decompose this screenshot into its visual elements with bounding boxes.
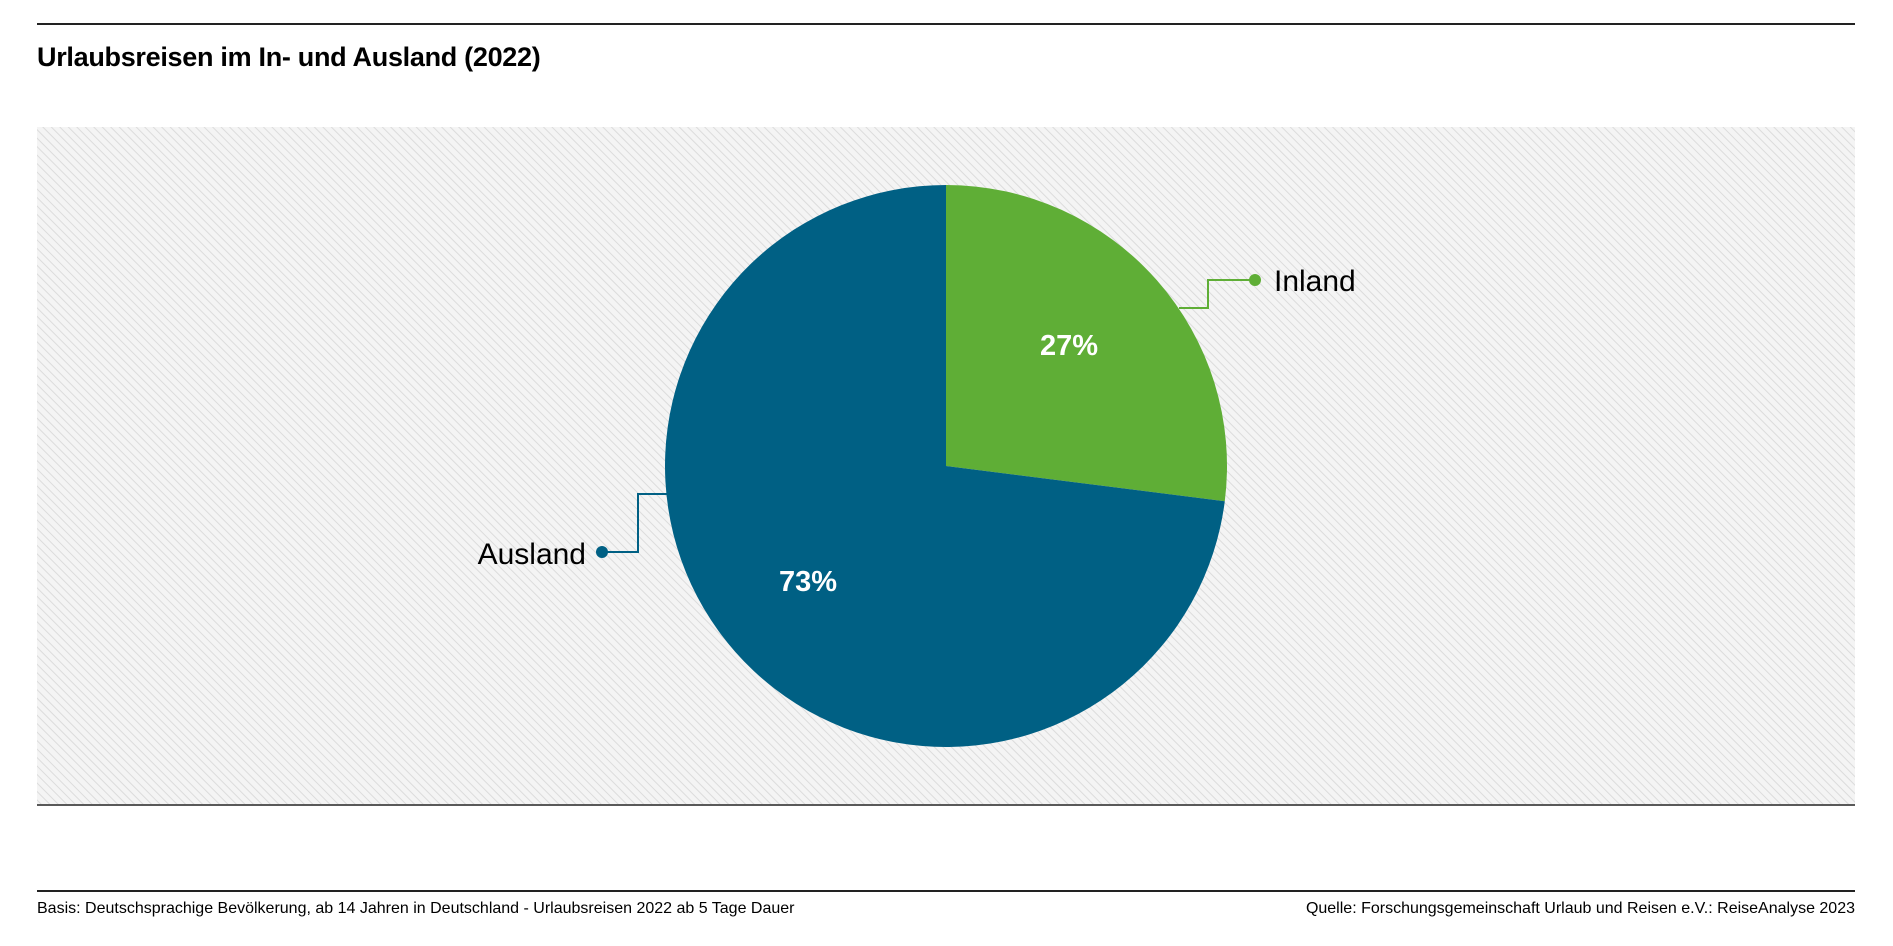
leader-line-ausland xyxy=(602,493,667,553)
legend-label-inland: Inland xyxy=(1274,265,1356,298)
pie-slice-inland xyxy=(946,185,1227,502)
footer-rule xyxy=(37,890,1855,892)
slice-label-inland-value: 27% xyxy=(1040,330,1098,362)
legend-label-ausland: Ausland xyxy=(478,538,586,571)
leader-line-inland xyxy=(1179,279,1255,309)
footer-basis: Basis: Deutschsprachige Bevölkerung, ab … xyxy=(37,900,795,917)
pie-slice-ausland xyxy=(664,185,1225,747)
slice-label-ausland-value: 73% xyxy=(779,566,837,598)
top-rule xyxy=(37,23,1855,25)
footer-source: Quelle: Forschungsgemeinschaft Urlaub un… xyxy=(1305,900,1855,917)
leader-dot-ausland xyxy=(596,546,608,558)
leader-dot-inland xyxy=(1249,274,1261,286)
chart-title: Urlaubsreisen im In- und Ausland (2022) xyxy=(37,42,541,72)
